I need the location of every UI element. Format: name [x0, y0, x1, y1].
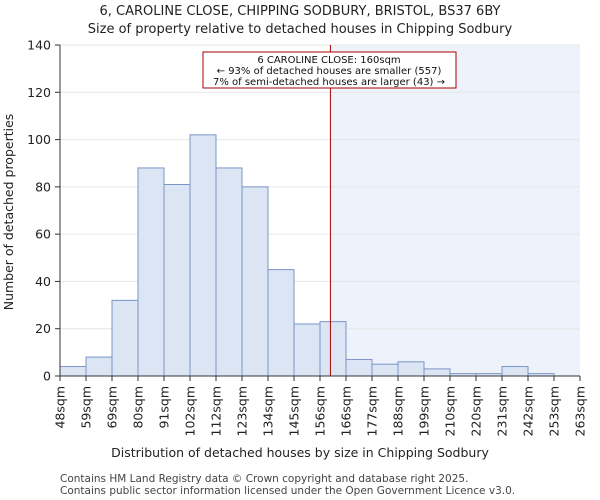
- bar-199sqm: [423, 368, 451, 377]
- x-tick-label: 263sqm: [573, 386, 588, 436]
- x-tick-label: 69sqm: [105, 386, 120, 429]
- bar-80sqm: [137, 167, 165, 377]
- bars: [59, 134, 555, 377]
- annotation-line-2: ← 93% of detached houses are smaller (55…: [217, 66, 442, 77]
- x-tick-label: 242sqm: [521, 386, 536, 436]
- x-tick-label: 177sqm: [365, 386, 380, 436]
- chart-title: 6, CAROLINE CLOSE, CHIPPING SODBURY, BRI…: [100, 4, 501, 19]
- bar-59sqm: [85, 356, 113, 377]
- annotation-line-3: 7% of semi-detached houses are larger (4…: [213, 77, 445, 88]
- y-tick-label: 0: [43, 369, 51, 384]
- y-tick-label: 60: [35, 227, 51, 242]
- bar-177sqm: [371, 363, 399, 377]
- bar-48sqm: [59, 366, 87, 377]
- bar-134sqm: [267, 269, 295, 377]
- chart-subtitle: Size of property relative to detached ho…: [88, 22, 513, 37]
- bar-156sqm: [319, 321, 347, 377]
- x-tick-label: 231sqm: [495, 386, 510, 436]
- footer-licence: Contains public sector information licen…: [60, 485, 515, 497]
- x-tick-label: 145sqm: [287, 386, 302, 436]
- y-tick-label: 120: [27, 85, 51, 100]
- x-tick-label: 156sqm: [313, 386, 328, 436]
- y-tick-label: 80: [35, 179, 51, 194]
- x-axis-label: Distribution of detached houses by size …: [111, 445, 489, 460]
- bar-188sqm: [397, 361, 425, 377]
- x-tick-label: 199sqm: [417, 386, 432, 436]
- x-tick-label: 102sqm: [183, 386, 198, 436]
- y-tick-label: 40: [35, 274, 51, 289]
- y-tick-label: 20: [35, 321, 51, 336]
- footer-copyright: Contains HM Land Registry data © Crown c…: [60, 473, 468, 485]
- x-tick-label: 188sqm: [391, 386, 406, 436]
- annotation-line-1: 6 CAROLINE CLOSE: 160sqm: [257, 55, 400, 66]
- y-axis-label: Number of detached properties: [1, 114, 16, 311]
- x-axis-ticks: 48sqm 59sqm 69sqm 80sqm 91sqm 102sqm 112sqm 123…: [53, 376, 588, 436]
- bar-91sqm: [163, 183, 191, 377]
- bar-123sqm: [241, 186, 269, 377]
- x-tick-label: 220sqm: [469, 386, 484, 436]
- bar-145sqm: [293, 323, 321, 377]
- x-tick-label: 134sqm: [261, 386, 276, 436]
- bar-166sqm: [345, 358, 373, 377]
- annotation-box: 6 CAROLINE CLOSE: 160sqm ← 93% of detach…: [202, 51, 457, 89]
- bar-112sqm: [215, 167, 243, 377]
- y-axis-ticks: 0 20 40 60 80 100 120 140: [27, 38, 60, 384]
- x-tick-label: 253sqm: [547, 386, 562, 436]
- x-tick-label: 123sqm: [235, 386, 250, 436]
- x-tick-label: 112sqm: [209, 386, 224, 436]
- bar-102sqm: [189, 134, 217, 377]
- x-tick-label: 91sqm: [157, 386, 172, 429]
- x-tick-label: 48sqm: [53, 386, 68, 429]
- larger-region-shading: [330, 45, 580, 376]
- bar-231sqm: [501, 366, 529, 377]
- y-tick-label: 140: [27, 38, 51, 53]
- x-tick-label: 80sqm: [131, 386, 146, 429]
- annotation-frame: [202, 51, 457, 89]
- x-tick-label: 166sqm: [339, 386, 354, 436]
- x-tick-label: 59sqm: [79, 386, 94, 429]
- y-tick-label: 100: [27, 132, 51, 147]
- bar-69sqm: [111, 299, 139, 377]
- x-tick-label: 210sqm: [443, 386, 458, 436]
